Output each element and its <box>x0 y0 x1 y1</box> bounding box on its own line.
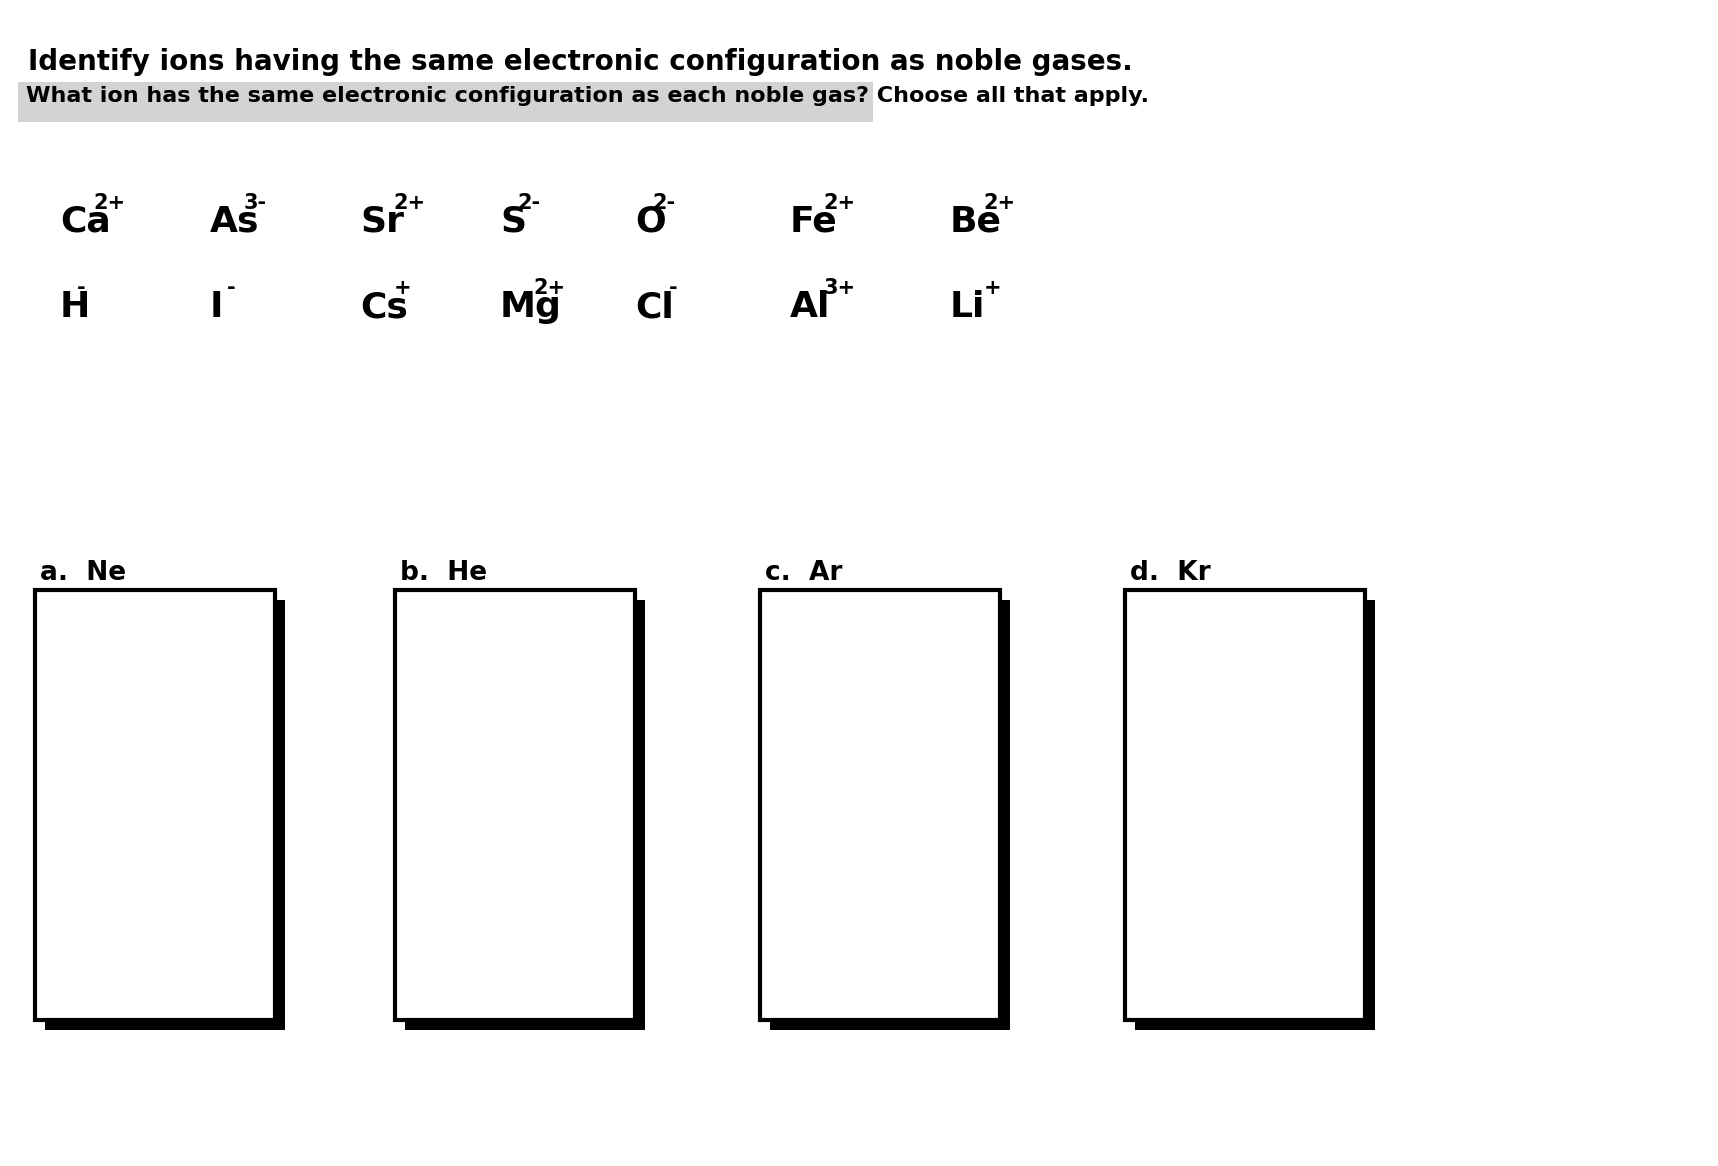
Text: -: - <box>77 279 86 298</box>
Bar <box>34 590 275 1020</box>
Text: 2+: 2+ <box>94 194 125 213</box>
Text: b.  He: b. He <box>400 560 488 586</box>
Text: 2-: 2- <box>517 194 539 213</box>
Text: -: - <box>227 279 235 298</box>
Text: 2+: 2+ <box>825 194 856 213</box>
Bar <box>770 600 1010 1030</box>
Text: Fe: Fe <box>790 205 838 239</box>
Text: As: As <box>210 205 259 239</box>
Text: c.  Ar: c. Ar <box>765 560 842 586</box>
Text: 3+: 3+ <box>825 279 856 298</box>
Text: d.  Kr: d. Kr <box>1130 560 1211 586</box>
Text: O: O <box>636 205 667 239</box>
Text: a.  Ne: a. Ne <box>40 560 125 586</box>
Text: Li: Li <box>950 290 986 324</box>
Text: Ca: Ca <box>60 205 110 239</box>
Text: 2+: 2+ <box>534 279 565 298</box>
Text: Mg: Mg <box>500 290 562 324</box>
Text: Be: Be <box>950 205 1002 239</box>
Text: S: S <box>500 205 526 239</box>
Bar <box>1125 590 1366 1020</box>
Bar <box>759 590 1000 1020</box>
Text: Sr: Sr <box>361 205 404 239</box>
Text: H: H <box>60 290 91 324</box>
Bar <box>17 82 873 122</box>
Text: Al: Al <box>790 290 830 324</box>
Bar <box>1136 600 1374 1030</box>
Text: +: + <box>393 279 411 298</box>
Text: Identify ions having the same electronic configuration as noble gases.: Identify ions having the same electronic… <box>27 48 1132 76</box>
Text: 2+: 2+ <box>393 194 426 213</box>
Text: +: + <box>984 279 1002 298</box>
Text: What ion has the same electronic configuration as each noble gas? Choose all tha: What ion has the same electronic configu… <box>26 86 1149 106</box>
Text: Cl: Cl <box>636 290 673 324</box>
Text: 3-: 3- <box>244 194 266 213</box>
Text: -: - <box>668 279 677 298</box>
Text: Cs: Cs <box>361 290 407 324</box>
Text: 2+: 2+ <box>984 194 1015 213</box>
Text: I: I <box>210 290 223 324</box>
Text: 2-: 2- <box>651 194 675 213</box>
Bar <box>395 590 636 1020</box>
Bar <box>45 600 285 1030</box>
Bar <box>405 600 644 1030</box>
